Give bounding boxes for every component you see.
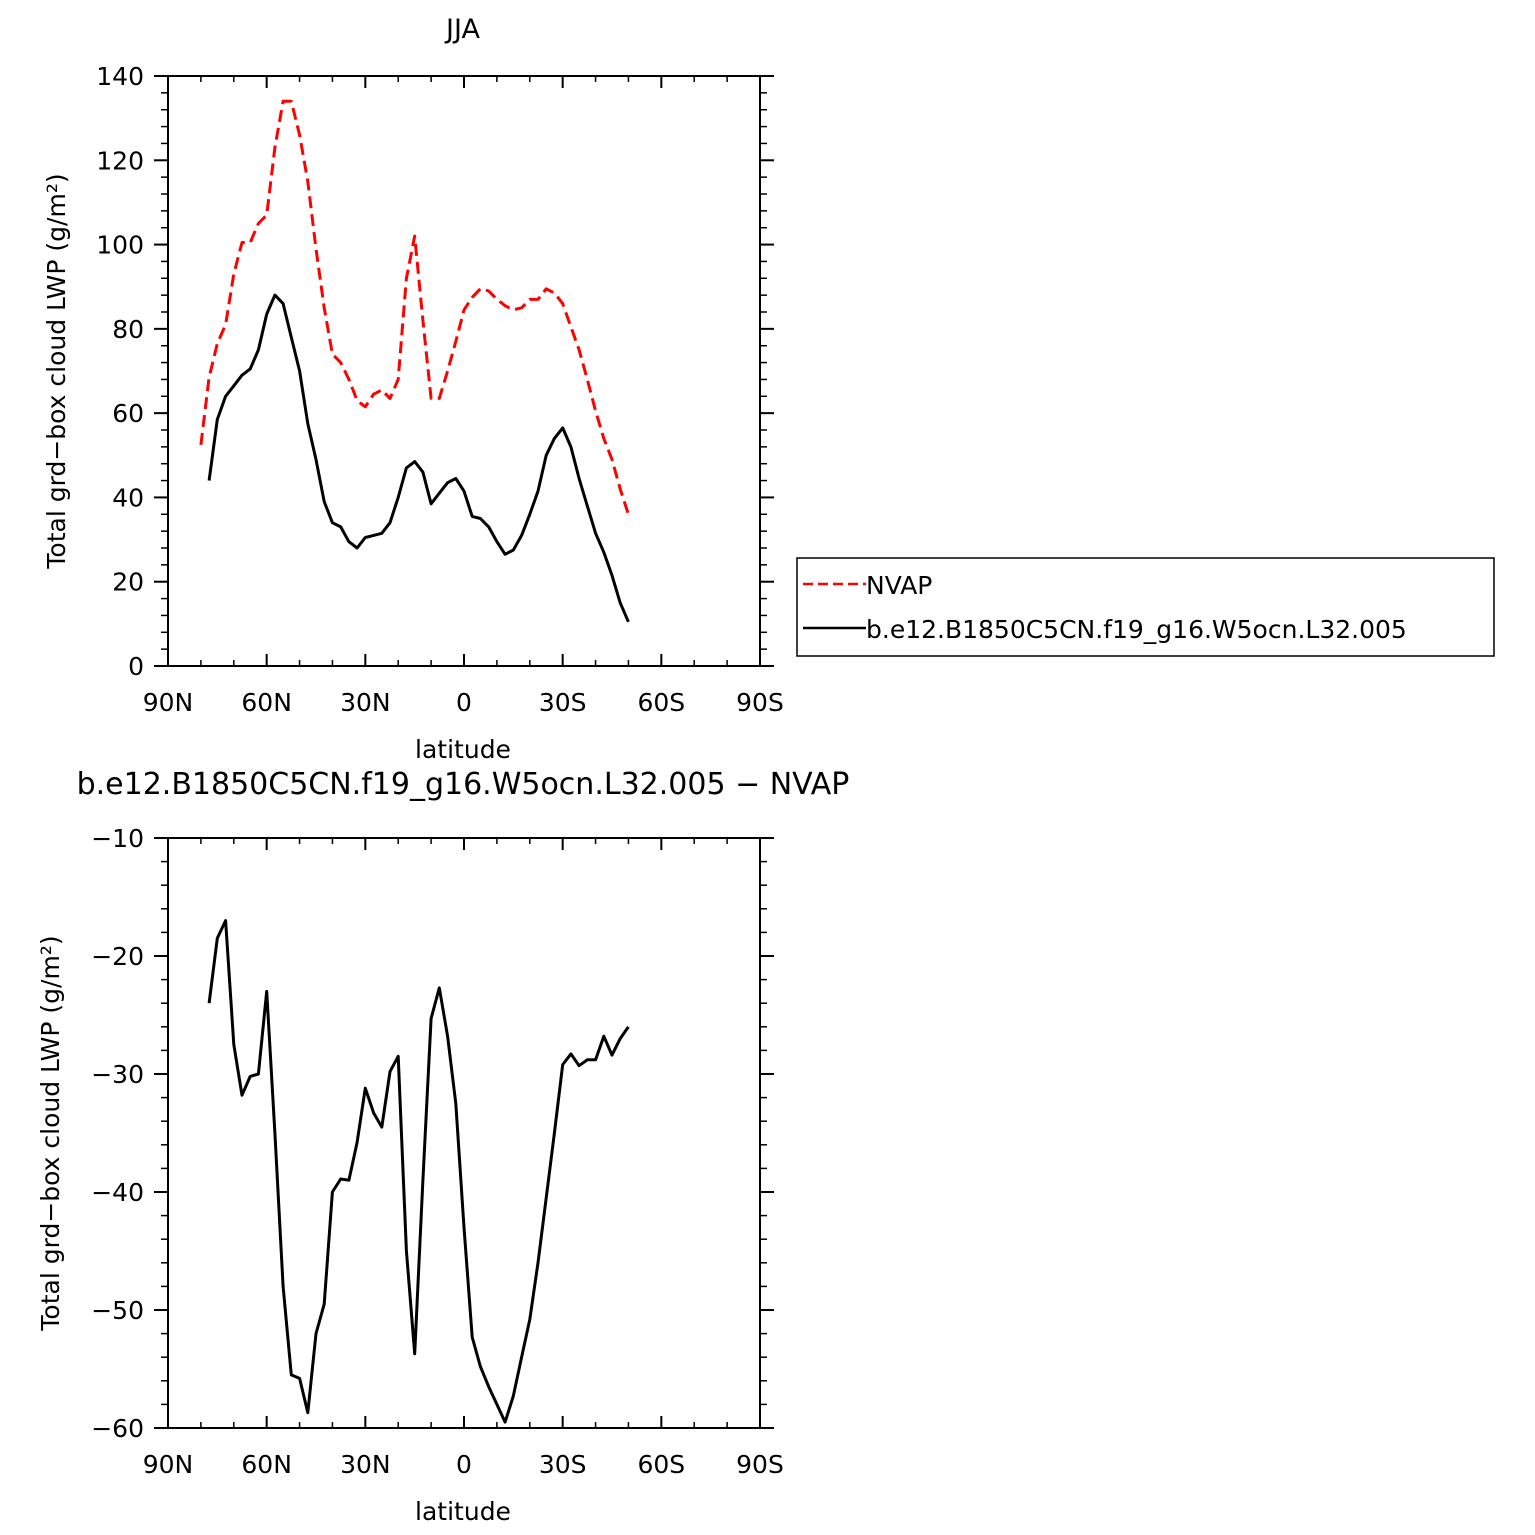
top-y-tick-label: 140 bbox=[96, 62, 144, 91]
top-plot-frame bbox=[167, 75, 761, 667]
bottom-y-axis-label: Total grd−box cloud LWP (g/m²) bbox=[36, 935, 65, 1331]
bottom-x-tick-label: 30S bbox=[539, 1450, 587, 1479]
top-x-tick-label: 30N bbox=[340, 688, 391, 717]
legend-label-model: b.e12.B1850C5CN.f19_g16.W5ocn.L32.005 bbox=[866, 615, 1407, 644]
bottom-chart-title: b.e12.B1850C5CN.f19_g16.W5ocn.L32.005 − … bbox=[77, 767, 850, 802]
top-series-line-0 bbox=[199, 99, 630, 515]
bottom-x-tick-label: 60N bbox=[241, 1450, 292, 1479]
legend-label-nvap: NVAP bbox=[866, 571, 932, 600]
bottom-x-tick-label: 90N bbox=[143, 1450, 194, 1479]
bottom-x-tick-label: 0 bbox=[456, 1450, 472, 1479]
top-x-tick-label: 60N bbox=[241, 688, 292, 717]
top-x-tick-label: 90S bbox=[736, 688, 784, 717]
top-series bbox=[199, 99, 630, 623]
top-chart-title: JJA bbox=[444, 14, 480, 45]
legend: NVAP b.e12.B1850C5CN.f19_g16.W5ocn.L32.0… bbox=[796, 557, 1495, 657]
bottom-x-tick-label: 60S bbox=[637, 1450, 685, 1479]
top-y-tick-label: 100 bbox=[96, 231, 144, 260]
bottom-y-tick-label: −10 bbox=[91, 824, 144, 853]
top-y-tick-label: 80 bbox=[112, 315, 144, 344]
bottom-y-tick-labels: −60 −50 −40 −30 −20 −10 bbox=[91, 824, 144, 1443]
top-y-tick-label: 120 bbox=[96, 146, 144, 175]
bottom-x-tick-label: 90S bbox=[736, 1450, 784, 1479]
top-y-tick-labels: 0 20 40 60 80 100 120 140 bbox=[96, 62, 144, 681]
top-ticks bbox=[154, 75, 774, 667]
bottom-y-tick-label: −20 bbox=[91, 942, 144, 971]
top-y-tick-label: 0 bbox=[128, 652, 144, 681]
top-gridless-axes bbox=[167, 75, 761, 667]
bottom-x-tick-labels: 90N 60N 30N 0 30S 60S 90S bbox=[143, 1450, 784, 1479]
top-y-tick-label: 60 bbox=[112, 399, 144, 428]
bottom-series-line-0 bbox=[207, 919, 630, 1424]
top-panel: JJA 90N 60N 30N 0 30S 60S 90S 0 20 40 60 80 100 120 1… bbox=[42, 14, 784, 764]
bottom-ticks bbox=[154, 837, 774, 1429]
top-x-axis-label: latitude bbox=[415, 735, 511, 764]
top-y-axis-label: Total grd−box cloud LWP (g/m²) bbox=[42, 173, 71, 569]
legend-box bbox=[796, 557, 1495, 657]
top-x-tick-labels: 90N 60N 30N 0 30S 60S 90S bbox=[143, 688, 784, 717]
bottom-y-tick-label: −60 bbox=[91, 1414, 144, 1443]
top-y-tick-label: 20 bbox=[112, 568, 144, 597]
bottom-x-tick-label: 30N bbox=[340, 1450, 391, 1479]
bottom-plot-frame bbox=[167, 837, 761, 1429]
top-y-tick-label: 40 bbox=[112, 483, 144, 512]
top-x-tick-label: 90N bbox=[143, 688, 194, 717]
bottom-x-axis-label: latitude bbox=[415, 1497, 511, 1526]
top-x-tick-label: 60S bbox=[637, 688, 685, 717]
top-x-tick-label: 30S bbox=[539, 688, 587, 717]
bottom-y-tick-label: −50 bbox=[91, 1296, 144, 1325]
top-series-line-1 bbox=[207, 293, 630, 623]
top-x-tick-label: 0 bbox=[456, 688, 472, 717]
bottom-y-tick-label: −40 bbox=[91, 1178, 144, 1207]
bottom-y-tick-label: −30 bbox=[91, 1060, 144, 1089]
bottom-panel: b.e12.B1850C5CN.f19_g16.W5ocn.L32.005 − … bbox=[36, 767, 849, 1526]
bottom-series bbox=[207, 919, 630, 1424]
